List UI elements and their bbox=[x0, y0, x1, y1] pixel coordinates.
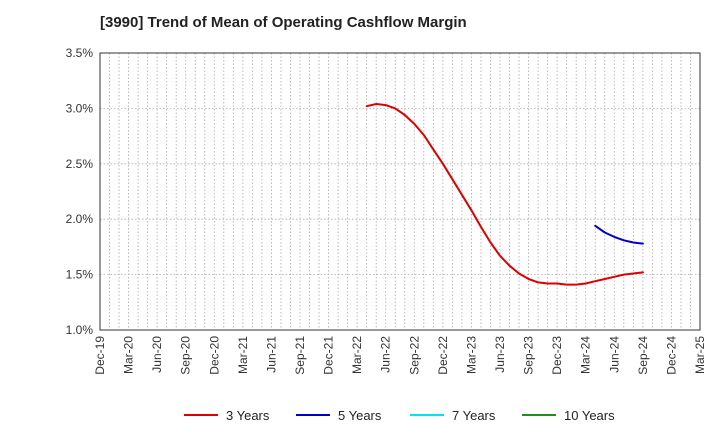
x-tick-label: Jun-23 bbox=[493, 336, 507, 373]
x-tick-label: Mar-23 bbox=[464, 336, 478, 374]
series-line-3-years bbox=[365, 103, 644, 286]
legend-label: 7 Years bbox=[452, 407, 496, 423]
legend-label: 5 Years bbox=[338, 407, 382, 423]
x-tick-label: Dec-23 bbox=[550, 336, 564, 375]
x-tick-label: Dec-20 bbox=[207, 336, 221, 375]
x-tick-label: Sep-22 bbox=[407, 336, 421, 375]
legend-item: 10 Years bbox=[522, 404, 615, 426]
legend-swatch bbox=[522, 414, 556, 416]
x-tick-label: Sep-24 bbox=[636, 336, 650, 375]
y-tick-label: 3.5% bbox=[66, 46, 94, 60]
x-tick-label: Sep-21 bbox=[293, 336, 307, 375]
x-tick-label: Jun-20 bbox=[150, 336, 164, 373]
y-tick-label: 3.0% bbox=[66, 101, 94, 115]
x-tick-label: Mar-20 bbox=[122, 336, 136, 374]
x-tick-label: Dec-22 bbox=[436, 336, 450, 375]
x-tick-label: Sep-20 bbox=[179, 336, 193, 375]
x-tick-label: Jun-22 bbox=[379, 336, 393, 373]
x-tick-label: Sep-23 bbox=[522, 336, 536, 375]
legend-item: 5 Years bbox=[296, 404, 381, 426]
x-tick-label: Dec-21 bbox=[322, 336, 336, 375]
x-tick-label: Mar-21 bbox=[236, 336, 250, 374]
y-tick-label: 1.5% bbox=[66, 268, 94, 282]
plot-border bbox=[99, 52, 701, 331]
legend-item: 3 Years bbox=[184, 404, 269, 426]
x-tick-label: Jun-21 bbox=[264, 336, 278, 373]
legend-label: 10 Years bbox=[564, 407, 615, 423]
x-tick-label: Mar-24 bbox=[579, 336, 593, 374]
legend-swatch bbox=[296, 414, 330, 416]
legend: 3 Years 5 Years 7 Years 10 Years bbox=[0, 404, 720, 426]
y-tick-label: 1.0% bbox=[66, 323, 94, 337]
y-tick-label: 2.0% bbox=[66, 212, 94, 226]
y-tick-label: 2.5% bbox=[66, 157, 94, 171]
legend-swatch bbox=[410, 414, 444, 416]
x-tick-label: Dec-24 bbox=[664, 336, 678, 375]
x-tick-label: Mar-22 bbox=[350, 336, 364, 374]
chart-title: [3990] Trend of Mean of Operating Cashfl… bbox=[100, 14, 467, 31]
x-tick-label: Mar-25 bbox=[693, 336, 707, 374]
legend-swatch bbox=[184, 414, 218, 416]
legend-label: 3 Years bbox=[226, 407, 270, 423]
x-tick-label: Dec-19 bbox=[93, 336, 107, 375]
legend-item: 7 Years bbox=[410, 404, 495, 426]
x-tick-label: Jun-24 bbox=[607, 336, 621, 373]
series-line-5-years bbox=[594, 224, 644, 245]
